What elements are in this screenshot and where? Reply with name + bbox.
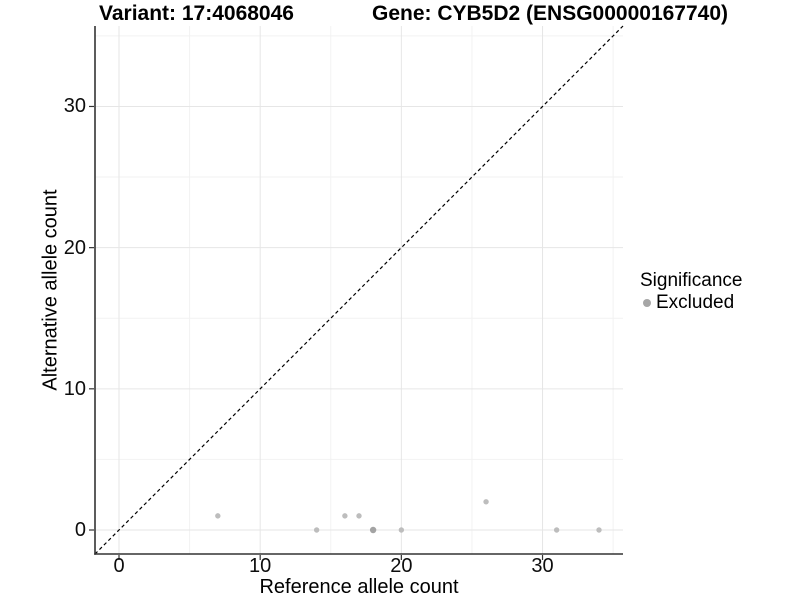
data-point: [553, 527, 560, 533]
variant-title: Variant: 17:4068046: [99, 2, 294, 25]
x-tick-label: 0: [113, 555, 125, 577]
data-point: [483, 499, 489, 505]
y-axis-title: Alternative allele count: [39, 189, 62, 391]
data-point: [215, 513, 221, 519]
gene-title: Gene: CYB5D2 (ENSG00000167740): [372, 2, 729, 25]
legend-point-icon: [643, 299, 651, 307]
data-point: [342, 513, 348, 519]
legend-item-label: Excluded: [656, 292, 735, 313]
x-axis-title: Reference allele count: [259, 576, 459, 598]
x-tick-label: 20: [390, 555, 413, 577]
x-tick-label: 10: [249, 555, 272, 577]
y-tick-label: 10: [63, 377, 86, 400]
data-point: [356, 513, 362, 519]
data-point: [596, 527, 602, 533]
data-point: [398, 527, 405, 533]
legend-title: Significance: [640, 270, 743, 291]
x-tick-label: 30: [531, 555, 554, 577]
data-point: [313, 527, 320, 533]
legend: Significance Excluded: [640, 269, 742, 314]
y-tick-label: 30: [63, 95, 86, 118]
y-tick-label: 20: [63, 236, 86, 259]
identity-line: [94, 25, 624, 555]
legend-item-excluded: Excluded: [640, 292, 742, 314]
y-tick-label: 0: [74, 519, 86, 541]
data-point: [369, 526, 377, 534]
